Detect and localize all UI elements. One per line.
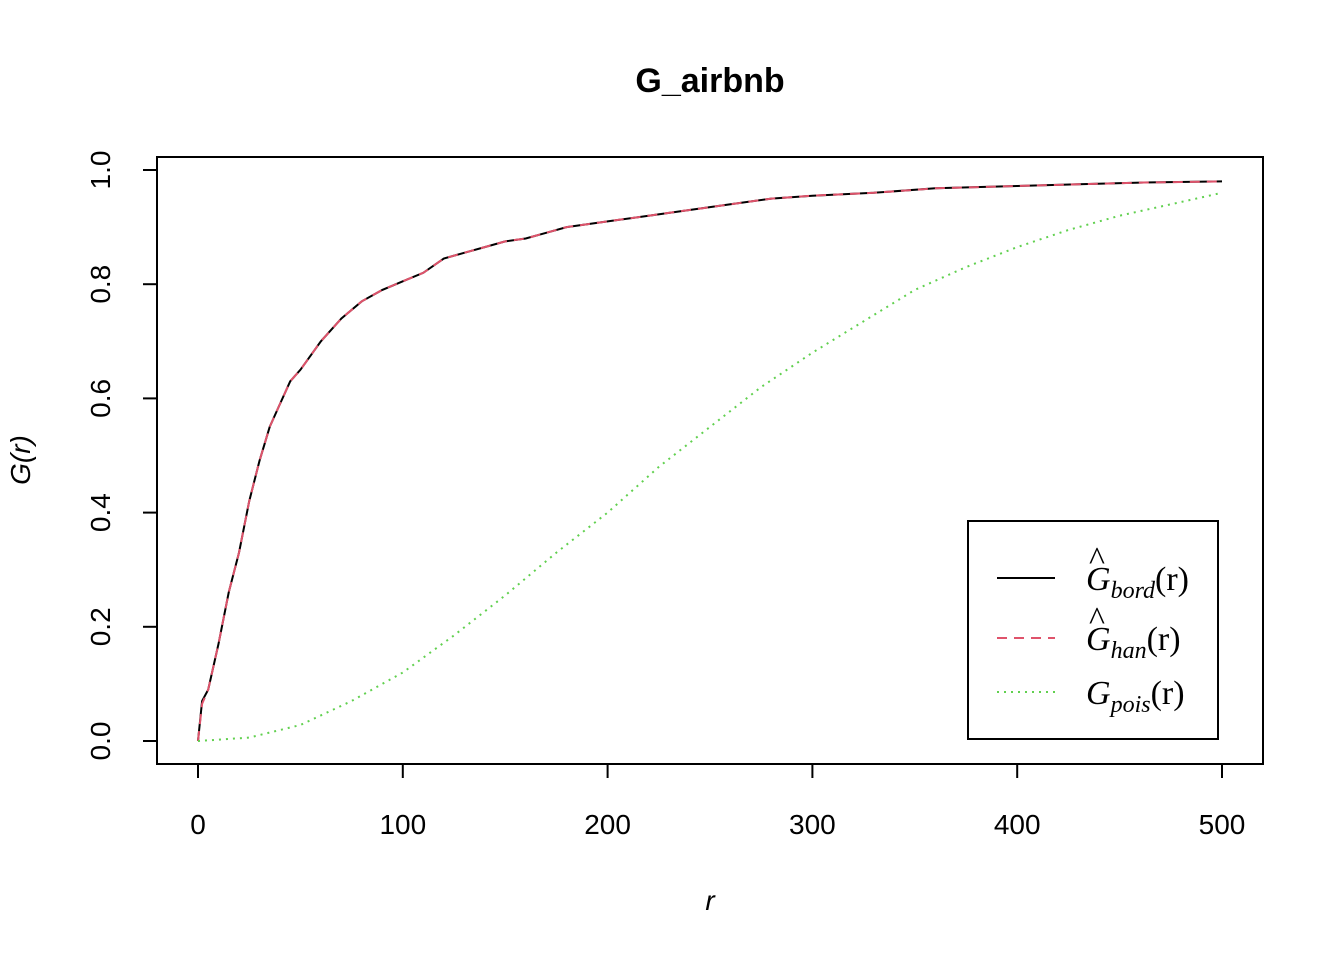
y-tick-label: 1.0 — [85, 151, 116, 190]
x-tick-label: 0 — [190, 809, 206, 840]
y-axis-label: G(r) — [5, 435, 36, 485]
y-tick-label: 0.6 — [85, 379, 116, 418]
legend-hat-han: ^ — [1089, 601, 1105, 638]
y-tick-label: 0.8 — [85, 265, 116, 304]
x-axis: 0 100 200 300 400 500 — [190, 763, 1246, 840]
legend-hat-bord: ^ — [1089, 541, 1105, 578]
chart-title: G_airbnb — [635, 62, 784, 100]
series-line-han — [197, 180, 1223, 742]
y-tick-label: 0.0 — [85, 722, 116, 761]
x-tick-label: 100 — [379, 809, 426, 840]
x-axis-label: r — [705, 885, 716, 916]
y-tick-label: 0.4 — [85, 493, 116, 532]
y-tick-label: 0.2 — [85, 607, 116, 646]
x-tick-label: 400 — [994, 809, 1041, 840]
legend-box — [967, 520, 1219, 740]
legend: Gbord(r)^Ghan(r)^Gpois(r) — [967, 520, 1219, 740]
x-tick-label: 500 — [1199, 809, 1246, 840]
legend-label-han: Ghan(r) — [1086, 621, 1181, 664]
legend-label-pois: Gpois(r) — [1086, 675, 1185, 718]
x-tick-label: 200 — [584, 809, 631, 840]
x-tick-label: 300 — [789, 809, 836, 840]
legend-label-bord: Gbord(r) — [1086, 561, 1189, 604]
y-axis: 0.0 0.2 0.4 0.6 0.8 1.0 — [85, 151, 158, 761]
series-layer — [197, 180, 1223, 742]
